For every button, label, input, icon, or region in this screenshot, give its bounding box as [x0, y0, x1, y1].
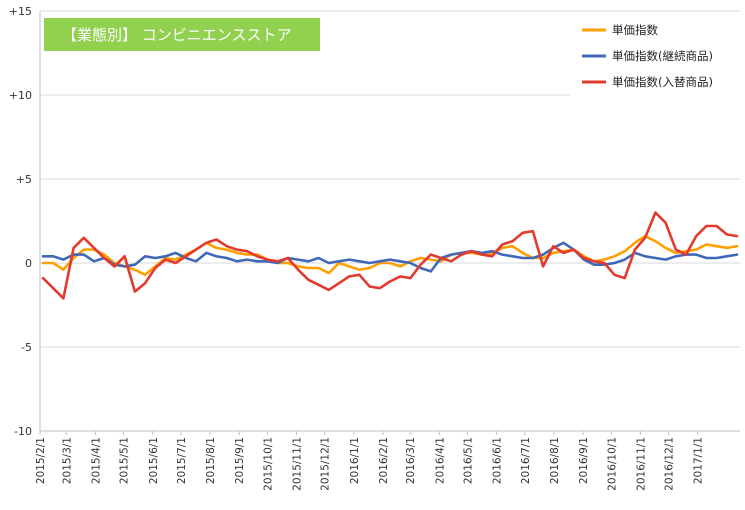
x-tick-label: 2016/2/1 [378, 437, 390, 484]
x-tick-label: 2016/1/1 [349, 437, 361, 484]
y-tick-label: -5 [21, 341, 32, 354]
y-axis-tick-labels: +15 +10 +5 0 -5 -10 [9, 5, 32, 438]
legend-label: 単価指数 [612, 23, 658, 37]
x-tick-label: 2016/5/1 [463, 437, 475, 484]
x-tick-label: 2016/6/1 [492, 437, 504, 484]
x-tick-label: 2016/10/1 [606, 437, 618, 491]
x-tick-label: 2015/7/1 [176, 437, 188, 484]
x-tick-label: 2015/4/1 [90, 437, 102, 484]
axes [39, 11, 740, 432]
x-tick-label: 2016/3/1 [405, 437, 417, 484]
x-tick-label: 2015/2/1 [35, 437, 47, 484]
x-tick-label: 2015/10/1 [262, 437, 274, 491]
chart-title: 【業態別】 コンビニエンスストア [44, 18, 320, 51]
y-tick-label: +15 [9, 5, 32, 18]
y-tick-label: +5 [16, 173, 32, 186]
x-tick-label: 2015/6/1 [148, 437, 160, 484]
x-tick-label: 2016/9/1 [578, 437, 590, 484]
x-axis-tick-labels: 2015/2/1 2015/3/1 2015/4/1 2015/5/1 2015/6/1… [35, 431, 705, 491]
x-tick-label: 2016/7/1 [520, 437, 532, 484]
x-tick-label: 2015/11/1 [292, 437, 304, 491]
x-tick-label: 2016/8/1 [549, 437, 561, 484]
x-tick-label: 2016/11/1 [635, 437, 647, 491]
x-tick-label: 2015/3/1 [61, 437, 73, 484]
series-line [41, 241, 739, 273]
x-tick-label: 2015/8/1 [205, 437, 217, 484]
legend-label: 単価指数(入替商品) [612, 75, 713, 89]
y-tick-label: -10 [14, 425, 32, 438]
y-tick-label: +10 [9, 89, 32, 102]
x-tick-label: 2017/1/1 [693, 437, 705, 484]
x-tick-label: 2015/5/1 [119, 437, 131, 484]
x-tick-label: 2015/9/1 [234, 437, 246, 484]
legend-label: 単価指数(継続商品) [612, 49, 713, 63]
x-tick-label: 2016/12/1 [664, 437, 676, 491]
series-lines [41, 211, 739, 300]
x-tick-label: 2015/12/1 [320, 437, 332, 491]
series-line [41, 211, 739, 300]
x-tick-label: 2016/4/1 [434, 437, 446, 484]
chart-title-text: 【業態別】 コンビニエンスストア [62, 26, 291, 44]
y-tick-label: 0 [25, 257, 32, 270]
chart-title-background [44, 18, 320, 51]
